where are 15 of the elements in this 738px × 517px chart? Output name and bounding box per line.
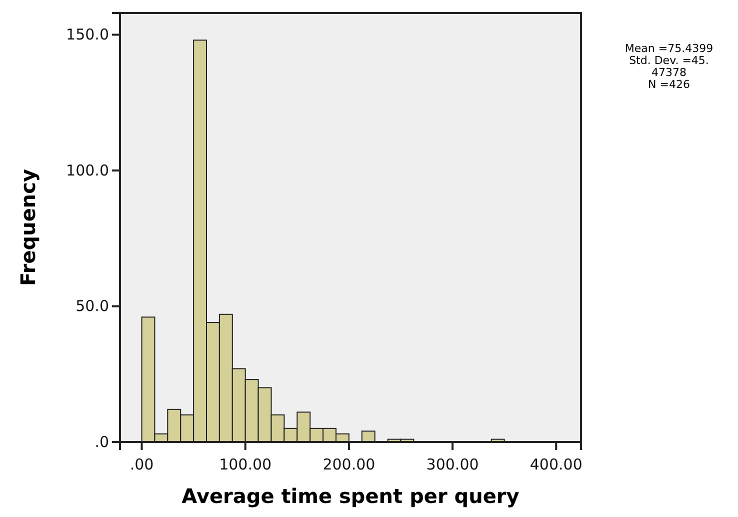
text: Std. Dev. =45. — [629, 54, 709, 67]
y-tick-label: .0 — [94, 432, 109, 451]
y-axis-title: Frequency — [16, 168, 40, 286]
x-axis-title: Average time spent per query — [182, 484, 520, 508]
text: Mean =75.4399 — [624, 42, 714, 55]
text: N =426 — [648, 78, 690, 91]
y-tick-label: 50.0 — [76, 297, 109, 316]
x-tick-label: 300.00 — [426, 456, 479, 474]
x-tick-label: 400.00 — [530, 456, 582, 474]
y-tick-label: 150.0 — [66, 26, 109, 44]
x-tick-label: 100.00 — [219, 456, 272, 474]
x-tick-label: .00 — [130, 456, 154, 474]
y-tick-label: 100.0 — [66, 161, 109, 180]
x-tick-label: 200.00 — [322, 456, 376, 474]
text: 47378 — [652, 66, 686, 79]
